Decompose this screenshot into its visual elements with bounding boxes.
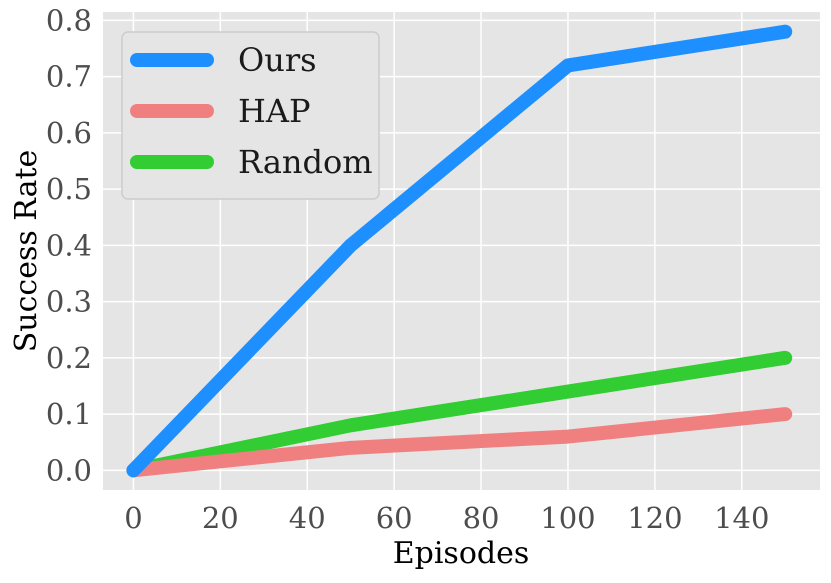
legend-label-random: Random	[238, 143, 373, 181]
x-axis-title: Episodes	[393, 536, 530, 571]
series-line-ours	[126, 24, 793, 478]
x-tick-label: 100	[540, 501, 595, 535]
x-tick-label: 120	[627, 501, 682, 535]
y-tick-label: 0.3	[46, 285, 92, 319]
x-tick-labels: 0 20 40 60 80 100 120 140	[124, 501, 769, 535]
y-tick-label: 0.6	[46, 116, 92, 150]
y-tick-label: 0.5	[46, 172, 92, 206]
y-tick-labels: 0.0 0.1 0.2 0.3 0.4 0.5 0.6 0.7 0.8	[46, 3, 92, 487]
y-tick-label: 0.4	[46, 228, 92, 262]
series-line-random	[126, 350, 793, 478]
series-line-hap	[126, 407, 793, 478]
legend: Ours HAP Random	[121, 31, 380, 200]
x-tick-label: 80	[463, 501, 500, 535]
x-tick-label: 0	[124, 501, 142, 535]
y-tick-label: 0.1	[46, 397, 92, 431]
legend-label-hap: HAP	[238, 92, 311, 130]
x-tick-label: 60	[376, 501, 413, 535]
legend-label-ours: Ours	[238, 41, 317, 79]
x-tick-label: 140	[714, 501, 769, 535]
y-tick-label: 0.7	[46, 60, 92, 94]
x-tick-label: 20	[202, 501, 239, 535]
y-axis-title: Success Rate	[9, 150, 44, 353]
y-tick-label: 0.2	[46, 341, 92, 375]
y-tick-label: 0.0	[46, 453, 92, 487]
y-tick-label: 0.8	[46, 3, 92, 37]
series-lines	[126, 24, 793, 478]
x-tick-label: 40	[289, 501, 326, 535]
